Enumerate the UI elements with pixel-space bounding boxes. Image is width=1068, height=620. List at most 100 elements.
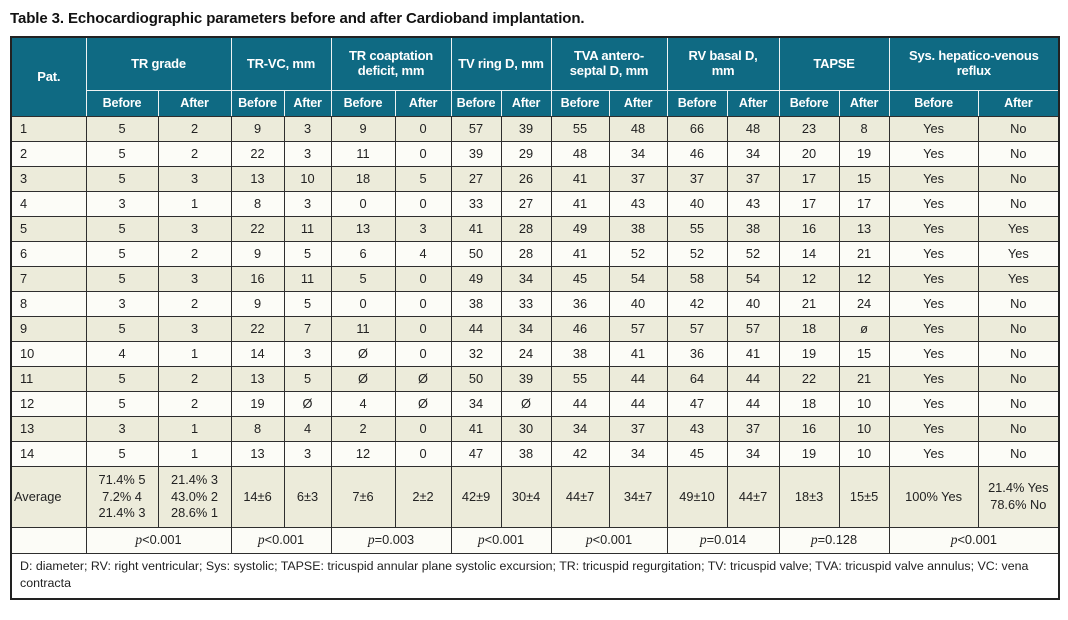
patient-id-cell: 6 [10,241,87,267]
patient-id-cell: 1 [10,116,87,142]
table-cell: 0 [394,141,452,167]
table-cell: 47 [450,441,502,467]
p-value-cell: p<0.001 [550,526,668,554]
table-cell: 27 [500,191,552,217]
table-cell: 9 [230,291,285,317]
patient-row: 14 5 1 13 3 12 0 47 38 42 34 45 34 19 10 Yes No [10,441,1060,467]
table-cell: 0 [394,291,452,317]
table-cell: 0 [394,191,452,217]
table-cell: 0 [394,266,452,292]
table-cell: 33 [500,291,552,317]
table-cell: Yes [888,341,979,367]
table-cell: Ø [330,366,396,392]
table-cell: 16 [230,266,285,292]
table-cell: 42 [666,291,728,317]
echo-parameters-table: Pat. TR grade TR-VC, mm TR coaptation defic… [10,36,1061,600]
table-cell: Yes [888,266,979,292]
table-cell: 11 [330,316,396,342]
average-value-cell: 42±9 [450,466,502,528]
table-cell: 66 [666,116,728,142]
table-cell: 54 [726,266,780,292]
p-value-cell: p<0.001 [230,526,332,554]
p-value-cell: p<0.001 [85,526,232,554]
table-cell: 40 [608,291,668,317]
table-header: Pat. TR grade TR-VC, mm TR coaptation defic… [10,36,1060,117]
empty-cell [10,526,87,554]
table-cell: 19 [838,141,890,167]
table-cell: 5 [283,366,332,392]
table-cell: 46 [666,141,728,167]
table-cell: 43 [666,416,728,442]
table-cell: 2 [330,416,396,442]
table-cell: 0 [394,416,452,442]
table-cell: 6 [330,241,396,267]
table-cell: ø [838,316,890,342]
table-cell: 40 [666,191,728,217]
table-cell: 8 [230,416,285,442]
table-cell: 4 [330,391,396,417]
patient-row: 7 5 3 16 11 5 0 49 34 45 54 58 54 12 12 Yes Yes [10,266,1060,292]
table-cell: 17 [838,191,890,217]
column-group-header: TVA antero- septal D, mm [550,36,668,91]
table-cell: 3 [157,266,232,292]
table-cell: 2 [157,366,232,392]
table-cell: 58 [666,266,728,292]
table-cell: No [977,391,1060,417]
table-cell: 40 [726,291,780,317]
p-value-cell: p=0.003 [330,526,452,554]
table-cell: 19 [778,341,840,367]
table-cell: 12 [778,266,840,292]
table-cell: 10 [838,391,890,417]
table-cell: 10 [283,166,332,192]
column-group-header: TAPSE [778,36,890,91]
table-cell: 44 [450,316,502,342]
subcolumn-header: Before [450,90,502,117]
table-cell: 13 [230,441,285,467]
table-cell: 13 [230,366,285,392]
table-cell: 13 [838,216,890,242]
table-cell: 34 [726,441,780,467]
table-cell: 1 [157,191,232,217]
table-cell: 55 [666,216,728,242]
table-cell: 14 [230,341,285,367]
table-cell: No [977,141,1060,167]
subcolumn-header: After [977,90,1060,117]
table-cell: No [977,191,1060,217]
table-cell: 22 [230,141,285,167]
p-value-cell: p<0.001 [450,526,552,554]
table-cell: 9 [230,116,285,142]
table-cell: Yes [888,366,979,392]
table-cell: 44 [550,391,610,417]
table-cell: No [977,291,1060,317]
table-cell: 29 [500,141,552,167]
table-cell: 5 [85,366,159,392]
table-cell: 4 [85,341,159,367]
patient-id-cell: 12 [10,391,87,417]
table-cell: 16 [778,216,840,242]
patient-row: 10 4 1 14 3 Ø 0 32 24 38 41 36 41 19 15 Yes No [10,341,1060,367]
average-value-cell: 71.4% 5 7.2% 4 21.4% 3 [85,466,159,528]
table-cell: 17 [778,166,840,192]
table-cell: 47 [666,391,728,417]
table-cell: 43 [726,191,780,217]
patient-id-cell: 2 [10,141,87,167]
table-cell: 19 [778,441,840,467]
table-cell: 18 [778,316,840,342]
table-cell: Ø [500,391,552,417]
subcolumn-header: After [608,90,668,117]
table-cell: 0 [394,341,452,367]
average-value-cell: 14±6 [230,466,285,528]
table-cell: 3 [157,166,232,192]
table-cell: 44 [608,366,668,392]
table-cell: 3 [283,116,332,142]
table-body: 1 5 2 9 3 9 0 57 39 55 48 66 48 23 8 Yes No 2 5 2 22 3 11 0 39 29… [10,116,1060,600]
table-cell: No [977,166,1060,192]
table-cell: 2 [157,141,232,167]
table-cell: 5 [85,141,159,167]
table-cell: 12 [330,441,396,467]
average-value-cell: 100% Yes [888,466,979,528]
table-cell: 3 [283,441,332,467]
patient-id-cell: 10 [10,341,87,367]
table-cell: 30 [500,416,552,442]
column-group-header: TR grade [85,36,232,91]
